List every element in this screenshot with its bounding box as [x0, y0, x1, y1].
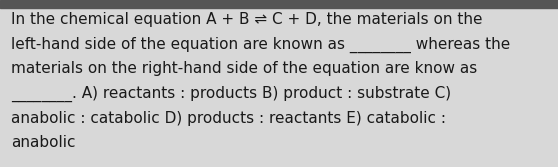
Text: anabolic: anabolic: [11, 135, 76, 150]
Text: left-hand side of the equation are known as ________ whereas the: left-hand side of the equation are known…: [11, 36, 511, 53]
Text: In the chemical equation A + B ⇌ C + D, the materials on the: In the chemical equation A + B ⇌ C + D, …: [11, 12, 483, 27]
Text: ________. A) reactants : products B) product : substrate C): ________. A) reactants : products B) pro…: [11, 86, 451, 102]
Bar: [0, 0, 558, 8]
Text: materials on the right-hand side of the equation are know as: materials on the right-hand side of the …: [11, 61, 478, 76]
Text: anabolic : catabolic D) products : reactants E) catabolic :: anabolic : catabolic D) products : react…: [11, 111, 446, 126]
